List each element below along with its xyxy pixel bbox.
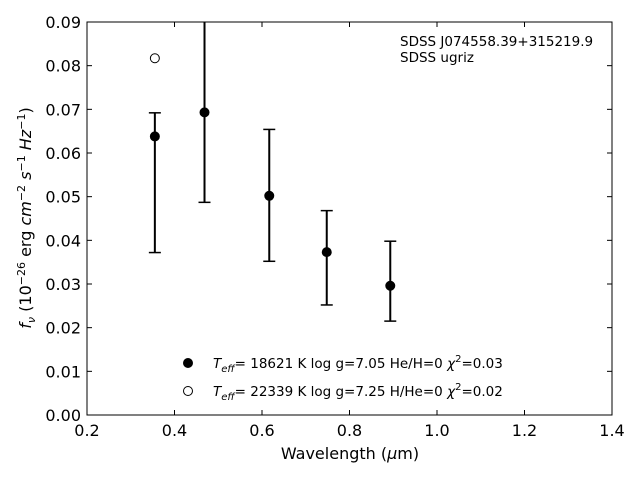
legend-marker-filled [183,358,193,368]
x-axis-label: Wavelength (μm) [281,444,419,463]
x-tick-label: 0.6 [249,421,274,440]
y-tick-label: 0.06 [45,144,81,163]
data-point-filled [199,107,210,118]
y-tick-label: 0.08 [45,57,81,76]
x-tick-label: 1.4 [599,421,624,440]
x-tick-label: 0.8 [337,421,362,440]
y-tick-label: 0.04 [45,231,81,250]
legend: Teff= 18621 K log g=7.05 He/H=0 χ2=0.03 … [183,354,503,403]
annotation-filter-set: SDSS ugriz [400,50,474,66]
legend-marker-open [183,386,193,396]
y-tick-label: 0.03 [45,275,81,294]
y-tick-label: 0.07 [45,100,81,119]
x-tick-label: 1.0 [424,421,449,440]
data-point-open [149,53,160,64]
y-tick-label: 0.01 [45,362,81,381]
y-axis-label: fν (10−26 erg cm−2 s−1 Hz−1) [15,107,38,328]
x-tick-label: 0.2 [74,421,99,440]
x-tick-label: 0.4 [162,421,187,440]
y-tick-label: 0.02 [45,319,81,338]
data-marks [148,22,397,322]
x-axis-ticks: 0.2 0.4 0.6 0.8 1.0 1.2 1.4 [74,22,625,440]
data-point-filled [385,280,396,291]
data-point-filled [149,131,160,142]
y-axis-ticks: 0.00 0.01 0.02 0.03 0.04 0.05 0.06 0.07 0.08 0.09 [45,13,612,425]
y-tick-label: 0.00 [45,406,81,425]
data-point-filled [321,247,332,258]
x-tick-label: 1.2 [512,421,537,440]
y-tick-label: 0.05 [45,188,81,207]
annotation-object-name: SDSS J074558.39+315219.9 [400,34,593,50]
legend-entry-2: Teff= 22339 K log g=7.25 H/He=0 χ2=0.02 [213,382,503,403]
data-point-filled [264,190,275,201]
y-tick-label: 0.09 [45,13,81,32]
legend-entry-1: Teff= 18621 K log g=7.05 He/H=0 χ2=0.03 [213,354,503,375]
